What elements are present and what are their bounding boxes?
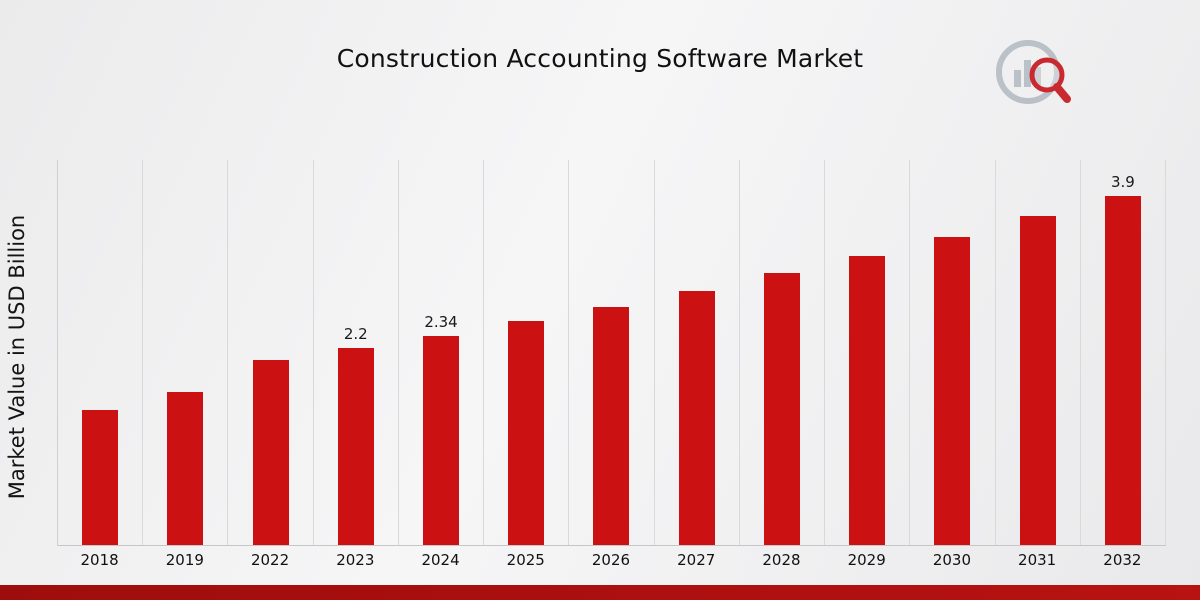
brand-logo (996, 40, 1071, 104)
chart-circle-icon (996, 40, 1060, 104)
bar-2023 (337, 348, 374, 545)
chart-column-2023: 2.2 (314, 160, 399, 545)
bar-2028 (763, 272, 800, 545)
chart-column-2022 (228, 160, 314, 545)
bar-2019 (167, 391, 204, 545)
bar-2032 (1104, 195, 1141, 545)
bar-2024 (423, 335, 460, 545)
bar-2030 (934, 237, 971, 545)
bar-value-label-2024: 2.34 (424, 312, 458, 331)
x-tick-2027: 2027 (677, 551, 716, 569)
page-title: Construction Accounting Software Market (336, 44, 864, 73)
chart-column-2032: 3.9 (1081, 160, 1166, 545)
magnifier-icon (1029, 57, 1071, 103)
chart-column-2018 (58, 160, 144, 545)
x-tick-2018: 2018 (80, 551, 119, 569)
bar-2025 (508, 321, 545, 545)
chart-column-2031 (996, 160, 1081, 545)
chart-column-2025 (484, 160, 570, 545)
bar-2026 (593, 306, 630, 545)
bar-chart-plot-area: 2.2 2.34 3.9 (57, 160, 1166, 546)
bar-value-label-2023: 2.2 (343, 325, 368, 344)
bar-2027 (678, 290, 715, 545)
bar-2029 (849, 255, 886, 545)
footer-red-band (0, 585, 1200, 600)
chart-column-2030 (910, 160, 996, 545)
x-tick-2022: 2022 (250, 551, 290, 569)
chart-column-2019 (143, 160, 229, 545)
bar-value-label-2032: 3.9 (1110, 172, 1135, 191)
bar-2018 (82, 409, 119, 545)
x-tick-2023: 2023 (336, 551, 375, 569)
x-axis-tick-labels: 2018 2019 2022 2023 2024 2025 2026 2027 2028 2029… (57, 551, 1165, 569)
x-tick-2032: 2032 (1103, 551, 1142, 569)
y-axis-label: Market Value in USD Billion (5, 214, 29, 500)
x-tick-2031: 2031 (1018, 551, 1057, 569)
bar-2031 (1019, 215, 1056, 545)
x-tick-2028: 2028 (762, 551, 801, 569)
chart-column-2024: 2.34 (399, 160, 485, 545)
x-tick-2024: 2024 (421, 551, 460, 569)
chart-column-2027 (655, 160, 740, 545)
x-tick-2026: 2026 (591, 551, 631, 569)
x-tick-2029: 2029 (847, 551, 886, 569)
x-tick-2025: 2025 (506, 551, 545, 569)
chart-column-2026 (569, 160, 655, 545)
bar-2022 (252, 359, 289, 545)
x-tick-2019: 2019 (165, 551, 204, 569)
chart-column-2029 (825, 160, 911, 545)
x-tick-2030: 2030 (932, 551, 971, 569)
chart-column-2028 (740, 160, 826, 545)
